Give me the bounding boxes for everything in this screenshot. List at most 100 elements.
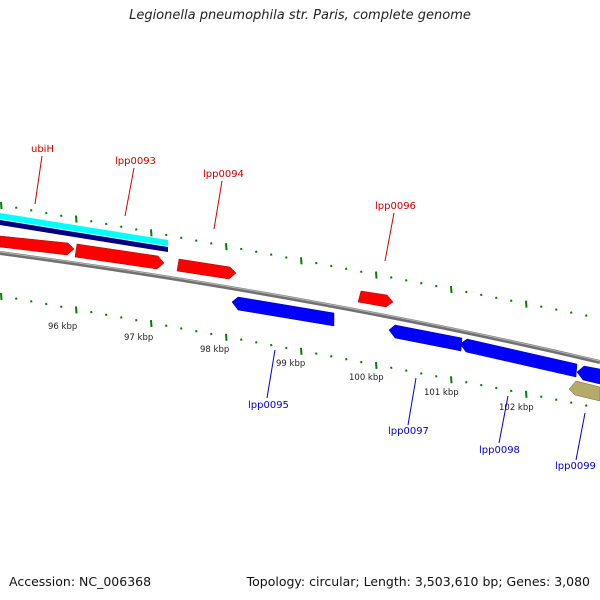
upper-minor-tick <box>195 239 198 242</box>
lower-minor-tick <box>285 346 288 350</box>
upper-minor-tick <box>345 267 348 271</box>
lower-minor-tick <box>165 324 168 327</box>
lower-major-tick <box>225 333 228 341</box>
upper-major-tick <box>225 243 228 251</box>
gene-label-lpp0097: lpp0097 <box>388 426 429 437</box>
gene-arrow-lpp0097 <box>388 324 463 352</box>
lower-minor-tick <box>135 319 138 322</box>
lower-minor-tick <box>480 383 483 387</box>
scale-label-96kbp: 96 kbp <box>48 322 77 332</box>
lower-minor-tick <box>420 372 423 375</box>
lower-minor-tick <box>45 302 48 306</box>
lower-minor-tick <box>570 401 573 404</box>
gene-arrow-lpp0094 <box>176 258 237 280</box>
upper-minor-tick <box>480 293 483 297</box>
lower-minor-tick <box>585 404 588 407</box>
upper-minor-tick <box>210 242 213 245</box>
upper-minor-tick <box>255 250 258 254</box>
lower-minor-tick <box>555 398 558 401</box>
lower-major-tick <box>375 361 378 370</box>
gene-label-lpp0094: lpp0094 <box>203 169 244 180</box>
upper-minor-tick <box>420 282 423 285</box>
lower-major-tick <box>75 306 78 314</box>
highlight-band <box>0 213 168 252</box>
leader-lpp0099 <box>575 412 586 461</box>
leader-lpp0093 <box>124 167 135 217</box>
upper-major-tick <box>525 300 528 308</box>
lower-minor-tick <box>390 366 393 370</box>
lower-major-tick <box>450 376 453 384</box>
leader-lpp0096 <box>384 212 395 262</box>
feature-arrow-other <box>568 380 600 402</box>
lower-major-tick <box>525 390 528 398</box>
upper-minor-tick <box>135 228 138 231</box>
lower-minor-tick <box>255 341 258 344</box>
lower-minor-tick <box>105 313 108 317</box>
gene-label-lpp0099: lpp0099 <box>555 461 596 472</box>
leader-lpp0094 <box>213 180 223 230</box>
genome-summary-text: Topology: circular; Length: 3,503,610 bp… <box>246 574 590 589</box>
gene-arrow-lpp0096 <box>357 290 394 308</box>
gene-label-lpp0093: lpp0093 <box>115 156 156 167</box>
lower-major-tick <box>150 319 153 328</box>
upper-minor-tick <box>180 236 183 240</box>
lower-minor-tick <box>330 355 333 358</box>
lower-major-tick <box>300 347 303 355</box>
lower-minor-tick <box>15 297 18 300</box>
upper-minor-tick <box>585 314 588 317</box>
upper-major-tick <box>375 271 378 279</box>
lower-minor-tick <box>90 310 93 314</box>
genome-backbone <box>0 251 600 364</box>
lower-minor-tick <box>210 332 213 336</box>
upper-minor-tick <box>330 264 333 268</box>
lower-minor-tick <box>240 338 243 341</box>
lower-minor-tick <box>510 389 513 393</box>
lower-minor-tick <box>465 380 468 384</box>
gene-arrow-ubiH <box>0 235 75 256</box>
upper-minor-tick <box>465 290 468 294</box>
upper-minor-tick <box>90 220 93 223</box>
upper-major-tick <box>75 215 78 223</box>
lower-minor-tick <box>120 316 123 319</box>
lower-minor-tick <box>195 330 198 333</box>
accession-text: Accession: NC_006368 <box>9 574 152 589</box>
gene-label-lpp0098: lpp0098 <box>479 445 520 456</box>
lower-minor-tick <box>435 375 438 378</box>
map-title: Legionella pneumophila str. Paris, compl… <box>129 8 471 23</box>
gene-arrow-lpp0095 <box>231 296 335 327</box>
upper-minor-tick <box>510 299 513 303</box>
gene-label-ubiH: ubiH <box>31 144 54 155</box>
scale-label-98kbp: 98 kbp <box>200 345 229 355</box>
lower-minor-tick <box>540 395 543 399</box>
lower-minor-tick <box>405 369 408 372</box>
lower-minor-tick <box>345 358 348 361</box>
lower-minor-tick <box>30 300 33 303</box>
gene-label-lpp0096: lpp0096 <box>375 201 416 212</box>
lower-minor-tick <box>60 305 63 308</box>
lower-minor-tick <box>315 352 318 355</box>
upper-minor-tick <box>390 276 393 279</box>
gene-label-lpp0095: lpp0095 <box>248 400 289 411</box>
lower-tick-row <box>0 292 588 407</box>
upper-minor-tick <box>105 222 108 226</box>
reverse-genes <box>231 296 600 402</box>
upper-minor-tick <box>240 247 243 251</box>
upper-minor-tick <box>555 308 558 311</box>
upper-minor-tick <box>495 296 498 300</box>
scale-label-102kbp: 102 kbp <box>499 403 534 413</box>
upper-minor-tick <box>570 311 573 314</box>
upper-minor-tick <box>315 261 318 265</box>
upper-minor-tick <box>540 305 543 308</box>
scale-label-101kbp: 101 kbp <box>424 388 459 398</box>
upper-minor-tick <box>270 253 273 256</box>
scale-label-99kbp: 99 kbp <box>276 359 305 369</box>
upper-minor-tick <box>405 279 408 282</box>
upper-minor-tick <box>285 256 288 259</box>
gene-arrow-lpp0098 <box>459 338 578 378</box>
leader-lpp0095 <box>266 349 276 399</box>
lower-minor-tick <box>495 386 498 390</box>
upper-minor-tick <box>30 209 33 212</box>
forward-genes <box>0 235 394 308</box>
upper-major-tick <box>150 229 153 237</box>
